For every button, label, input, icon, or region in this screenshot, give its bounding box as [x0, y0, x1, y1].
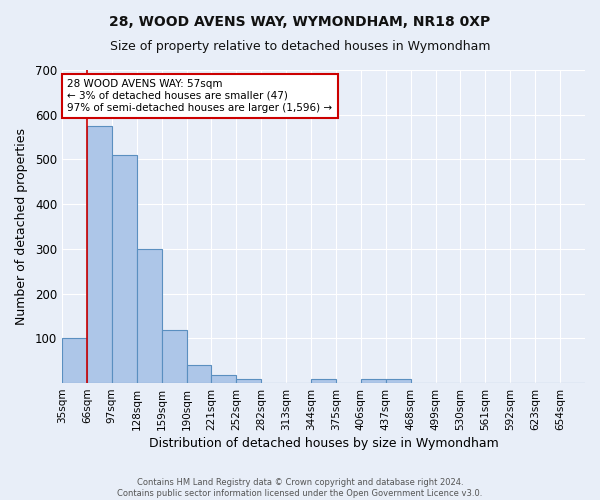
X-axis label: Distribution of detached houses by size in Wymondham: Distribution of detached houses by size … [149, 437, 499, 450]
Bar [361, 380, 386, 383]
Bar [211, 375, 236, 383]
Bar [236, 380, 261, 383]
Text: Size of property relative to detached houses in Wymondham: Size of property relative to detached ho… [110, 40, 490, 53]
Bar [112, 155, 137, 383]
Text: Contains HM Land Registry data © Crown copyright and database right 2024.
Contai: Contains HM Land Registry data © Crown c… [118, 478, 482, 498]
Bar [137, 249, 161, 383]
Bar [386, 380, 410, 383]
Bar [62, 338, 87, 383]
Bar [311, 380, 336, 383]
Y-axis label: Number of detached properties: Number of detached properties [15, 128, 28, 325]
Bar [187, 365, 211, 383]
Text: 28 WOOD AVENS WAY: 57sqm
← 3% of detached houses are smaller (47)
97% of semi-de: 28 WOOD AVENS WAY: 57sqm ← 3% of detache… [67, 80, 332, 112]
Bar [161, 330, 187, 383]
Text: 28, WOOD AVENS WAY, WYMONDHAM, NR18 0XP: 28, WOOD AVENS WAY, WYMONDHAM, NR18 0XP [109, 15, 491, 29]
Bar [87, 126, 112, 383]
